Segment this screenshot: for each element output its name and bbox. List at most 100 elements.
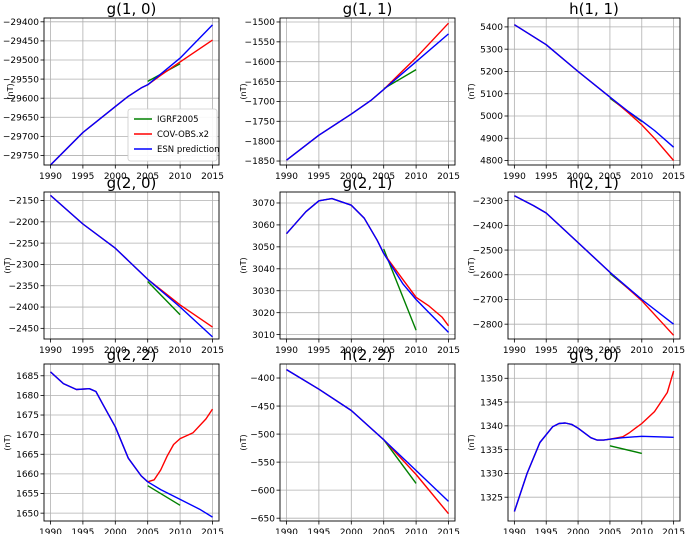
- subplot-2: 1990 1995 2000 2005 2010 2015 4800 4900 5000 5100…: [467, 0, 685, 182]
- series-line: [285, 197, 449, 333]
- y-axis-label: (nT): [3, 257, 12, 273]
- x-tick-label: 2000: [340, 172, 363, 182]
- series-line: [514, 195, 675, 325]
- y-tick-label: −29550: [3, 75, 39, 85]
- y-tick-label: 4800: [480, 157, 503, 167]
- y-tick-label: −1700: [245, 98, 276, 108]
- x-tick-label: 1990: [39, 172, 62, 182]
- y-tick-label: 5100: [480, 90, 503, 100]
- y-tick-label: −2400: [473, 222, 504, 232]
- axes-frame: [507, 17, 681, 166]
- y-tick-label: 5200: [480, 68, 503, 78]
- y-tick-label: −400: [250, 374, 275, 384]
- chart-title: g(2, 2): [107, 346, 157, 364]
- x-tick-label: 1995: [71, 172, 94, 182]
- y-axis-label: (nT): [239, 434, 248, 450]
- y-tick-label: 3040: [252, 265, 275, 275]
- x-tick-label: 2000: [340, 346, 363, 356]
- x-tick-label: 2015: [662, 346, 685, 356]
- y-tick-label: −2300: [473, 197, 504, 207]
- x-tick-label: 2010: [630, 172, 653, 182]
- y-tick-label: −2150: [9, 197, 40, 207]
- x-tick-label: 1990: [503, 172, 526, 182]
- axes-frame: [507, 363, 681, 522]
- y-tick-label: −2400: [9, 303, 40, 313]
- x-tick-label: 1995: [307, 528, 330, 534]
- y-tick-label: −2250: [9, 239, 40, 249]
- y-tick-label: 1655: [16, 490, 39, 500]
- series-line: [50, 24, 214, 166]
- y-tick-label: −550: [250, 458, 275, 468]
- y-axis-label: (nT): [467, 257, 476, 273]
- x-tick-label: 2010: [169, 528, 192, 534]
- x-tick-label: 2015: [201, 346, 224, 356]
- y-tick-label: −1650: [245, 78, 276, 88]
- y-tick-label: −1800: [245, 137, 276, 147]
- y-tick-label: −2600: [473, 271, 504, 281]
- legend-label: ESN prediction: [157, 145, 219, 155]
- chart-title: h(1, 1): [569, 0, 619, 18]
- y-axis-label: (nT): [3, 434, 12, 450]
- y-tick-label: 1675: [16, 411, 39, 421]
- y-tick-label: −29650: [3, 113, 39, 123]
- x-tick-label: 2005: [136, 346, 159, 356]
- y-tick-label: −1500: [245, 18, 276, 28]
- x-tick-label: 1990: [275, 346, 298, 356]
- y-tick-label: 1340: [480, 422, 503, 432]
- y-tick-label: −29500: [3, 56, 39, 66]
- y-tick-label: 3060: [252, 221, 275, 231]
- x-tick-label: 2015: [201, 528, 224, 534]
- y-tick-label: −2300: [9, 261, 40, 271]
- x-tick-label: 2010: [630, 528, 653, 534]
- y-tick-label: −650: [250, 514, 275, 524]
- x-tick-label: 2010: [405, 528, 428, 534]
- series-line: [286, 22, 450, 161]
- x-tick-label: 2000: [104, 172, 127, 182]
- y-tick-label: 4900: [480, 134, 503, 144]
- y-tick-label: 1345: [480, 398, 503, 408]
- x-tick-label: 1995: [307, 172, 330, 182]
- subplot-0: 1990 1995 2000 2005 2010 2015 −29750 −29700 −296…: [3, 0, 224, 182]
- x-tick-label: 1990: [503, 346, 526, 356]
- axes-frame: [43, 17, 220, 166]
- x-tick-label: 1995: [535, 346, 558, 356]
- axes-frame: [279, 17, 456, 166]
- axes-frame: [507, 191, 681, 340]
- chart-title: h(2, 1): [569, 174, 619, 192]
- chart-title: g(1, 1): [343, 0, 393, 18]
- chart-title: g(2, 0): [107, 174, 157, 192]
- y-tick-label: −1550: [245, 38, 276, 48]
- x-tick-label: 2000: [567, 346, 590, 356]
- series-line: [286, 369, 449, 502]
- y-tick-label: −2350: [9, 282, 40, 292]
- x-tick-label: 2005: [372, 172, 395, 182]
- x-tick-label: 1990: [39, 528, 62, 534]
- axes-frame: [279, 191, 456, 340]
- y-tick-label: −29400: [3, 18, 39, 28]
- series-line: [147, 281, 181, 316]
- subplot-1: 1990 1995 2000 2005 2010 2015 −1850 −1800 −1750 −…: [239, 0, 460, 182]
- y-tick-label: −500: [250, 430, 275, 440]
- x-tick-label: 2005: [598, 528, 621, 534]
- x-tick-label: 2000: [567, 528, 590, 534]
- x-tick-label: 1990: [39, 346, 62, 356]
- series-line: [50, 194, 213, 338]
- legend-box: [127, 108, 218, 162]
- subplot-6: 1990 1995 2000 2005 2010 2015 1650 1655 1660 1665…: [3, 346, 224, 534]
- y-tick-label: 5300: [480, 45, 503, 55]
- series-line: [383, 439, 417, 484]
- x-tick-label: 1995: [535, 172, 558, 182]
- series-line: [609, 445, 642, 455]
- series-line: [514, 195, 675, 336]
- x-tick-label: 2015: [437, 172, 460, 182]
- series-line: [286, 369, 450, 515]
- y-tick-label: −29450: [3, 37, 39, 47]
- x-tick-label: 1990: [503, 528, 526, 534]
- y-tick-label: −600: [250, 486, 275, 496]
- x-tick-label: 2015: [437, 528, 460, 534]
- series-line: [50, 371, 213, 518]
- subplot-4: 1990 1995 2000 2005 2010 2015 3010 3020 3030 3040…: [239, 174, 460, 356]
- y-tick-label: −29750: [3, 152, 39, 162]
- x-tick-label: 2015: [662, 172, 685, 182]
- x-tick-label: 2000: [104, 346, 127, 356]
